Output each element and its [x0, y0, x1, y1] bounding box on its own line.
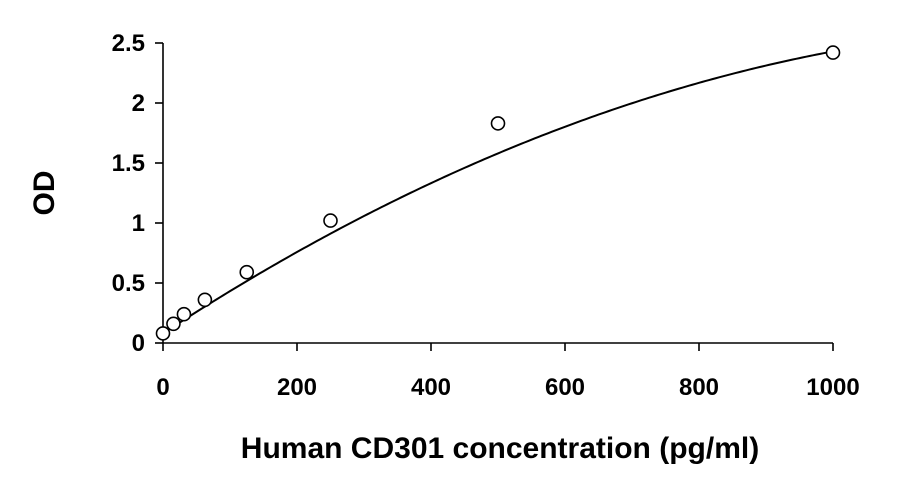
- data-point: [176, 306, 192, 322]
- data-point: [490, 116, 506, 131]
- y-ticks: 0 0.5 1 1.5 2 2.5: [112, 30, 163, 357]
- axes: [162, 43, 833, 344]
- y-tick-label: 1.5: [112, 150, 145, 177]
- data-points: [155, 45, 841, 341]
- x-ticks: 0 200 400 600 800 1000: [156, 343, 860, 401]
- y-tick-label: 0.5: [112, 270, 145, 297]
- data-point: [323, 213, 338, 228]
- x-axis-title: Human CD301 concentration (pg/ml): [241, 432, 759, 465]
- data-point: [166, 316, 181, 332]
- y-axis-title: OD: [28, 171, 61, 216]
- fit-curve: [162, 50, 834, 335]
- data-point: [155, 326, 171, 341]
- x-tick-label: 400: [411, 374, 451, 401]
- data-point: [239, 264, 255, 280]
- x-tick-label: 0: [156, 374, 169, 401]
- x-tick-label: 200: [277, 374, 317, 401]
- data-point: [825, 45, 841, 60]
- data-point: [197, 292, 213, 308]
- y-tick-label: 2: [132, 90, 145, 117]
- x-tick-label: 1000: [806, 374, 859, 401]
- y-tick-label: 2.5: [112, 30, 145, 57]
- x-tick-label: 600: [545, 374, 585, 401]
- x-tick-label: 800: [679, 374, 719, 401]
- y-tick-label: 0: [132, 330, 145, 357]
- y-tick-label: 1: [132, 210, 145, 237]
